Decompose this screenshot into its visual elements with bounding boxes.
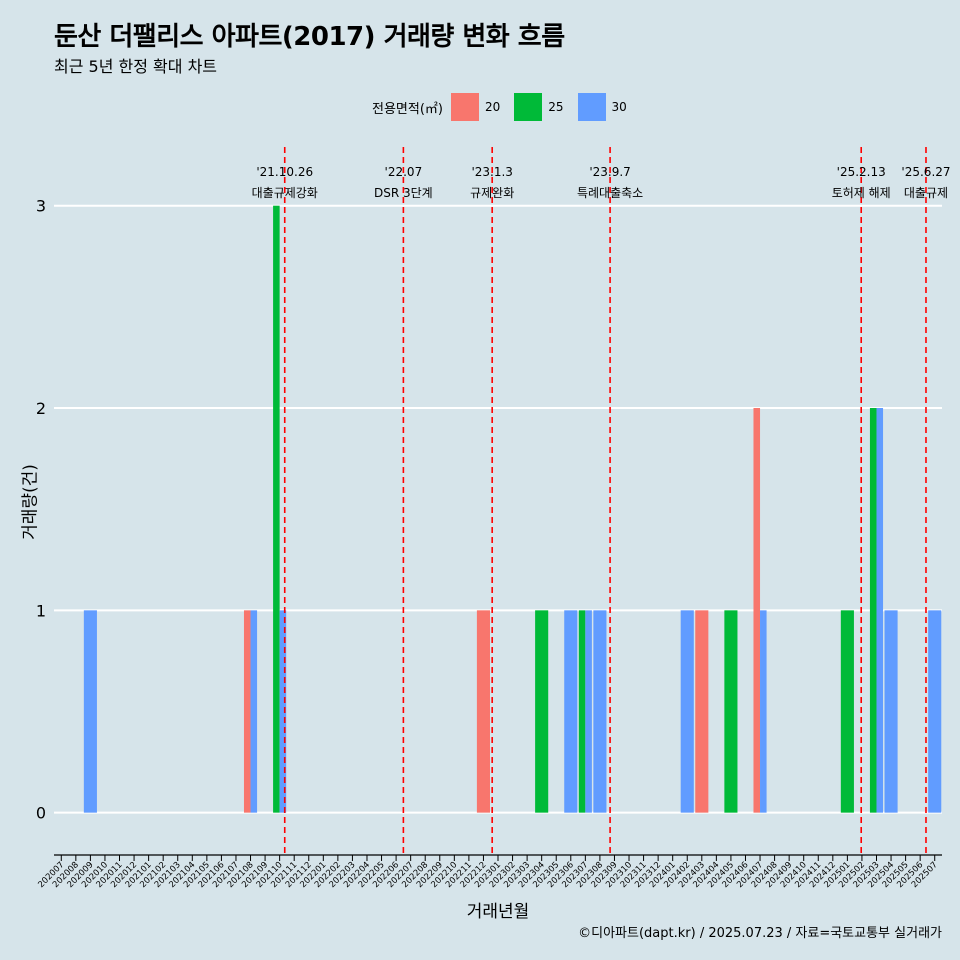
event-date: '23.9.7 (589, 165, 630, 179)
chart-title: 둔산 더팰리스 아파트(2017) 거래량 변화 흐름 (54, 22, 565, 52)
bar-30-202009 (83, 610, 97, 813)
bar-25-202307 (578, 610, 586, 813)
event-date: '23.1.3 (471, 165, 512, 179)
bar-30-202504 (884, 610, 898, 813)
event-date: '25.2.13 (837, 165, 886, 179)
event-label: 대출규제 (904, 186, 948, 200)
legend-label-30: 30 (611, 100, 627, 114)
bar-30-202110 (279, 610, 287, 813)
bar-25-202501 (840, 610, 854, 813)
event-date: '25.6.27 (901, 165, 950, 179)
bar-20-202403 (695, 610, 709, 813)
bar-25-202503 (869, 408, 877, 813)
bar-30-202407 (760, 610, 767, 813)
y-tick-label: 1 (36, 601, 46, 620)
legend-label-20: 20 (484, 100, 501, 114)
event-label: 특례대출축소 (577, 186, 643, 200)
chart-subtitle: 최근 5년 한정 확대 차트 (54, 57, 218, 76)
bar-25-202405 (724, 610, 738, 813)
bar-30-202308 (593, 610, 607, 813)
y-tick-label: 2 (36, 399, 46, 418)
bar-20-202212 (476, 610, 490, 813)
event-date: '21.10.26 (256, 165, 313, 179)
bar-20-202108 (243, 610, 251, 813)
event-label: DSR 3단계 (374, 186, 433, 200)
bar-30-202306 (564, 610, 578, 813)
y-tick-label: 0 (36, 804, 46, 823)
bar-30-202402 (680, 610, 694, 813)
legend-label-25: 25 (548, 100, 564, 114)
y-tick-label: 3 (36, 197, 46, 216)
event-label: 토허제 해제 (832, 186, 891, 200)
legend: 전용면적(㎡) 20 25 30 (372, 93, 641, 121)
bar-25-202110 (273, 205, 280, 813)
bar-30-202507 (928, 610, 942, 813)
legend-key-25 (514, 93, 543, 121)
legend-key-20 (450, 93, 479, 121)
event-date: '22.07 (385, 165, 423, 179)
x-axis-label: 거래년월 (466, 902, 530, 922)
bar-20-202407 (753, 408, 761, 813)
legend-title: 전용면적(㎡) (372, 101, 443, 117)
bar-30-202503 (876, 408, 884, 813)
y-axis-label: 거래량(건) (20, 464, 41, 540)
bar-30-202307 (585, 610, 592, 813)
bar-30-202108 (250, 610, 258, 813)
source-caption: ©디아파트(dapt.kr) / 2025.07.23 / 자료=국토교통부 실… (578, 926, 942, 941)
event-label: 대출규제강화 (252, 186, 318, 200)
legend-key-30 (577, 93, 606, 121)
bar-25-202304 (535, 610, 549, 813)
event-label: 규제완화 (470, 186, 514, 200)
